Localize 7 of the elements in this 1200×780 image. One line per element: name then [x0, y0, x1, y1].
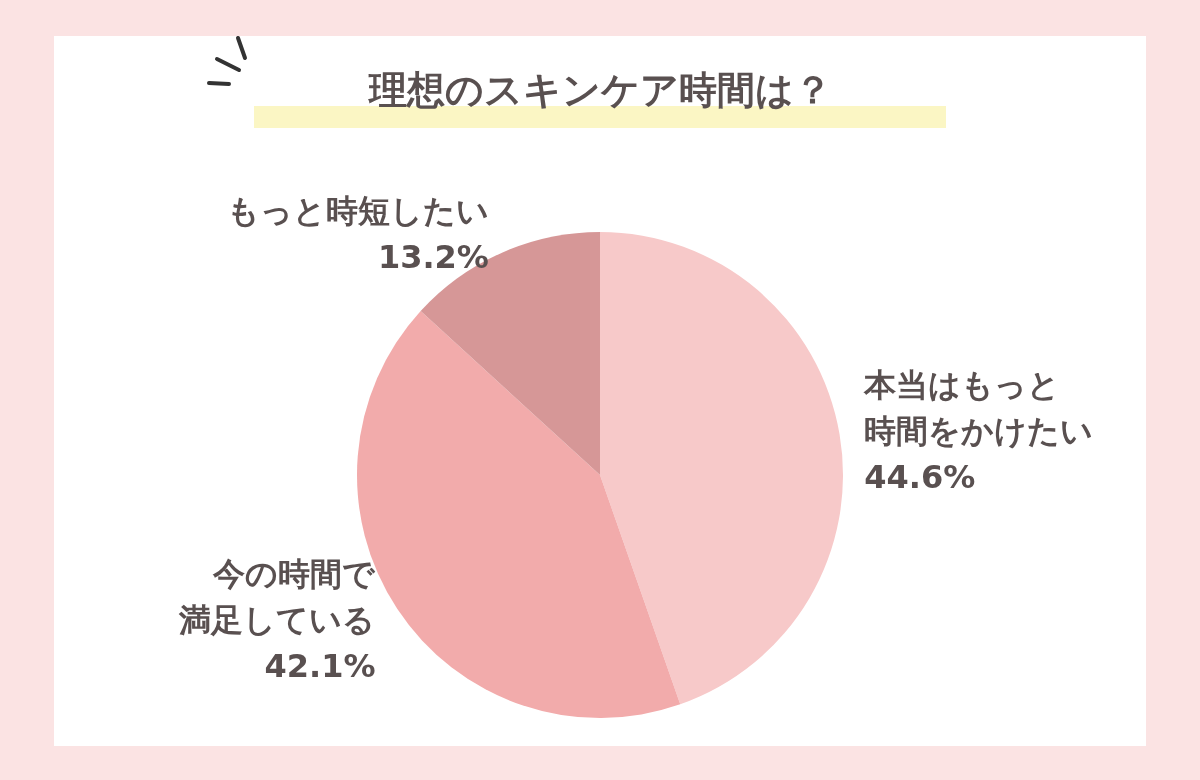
- data-label: 44.6%: [864, 457, 976, 496]
- slice-label: もっと時短したい: [226, 192, 489, 231]
- data-label: 42.1%: [264, 646, 376, 685]
- data-label: 13.2%: [377, 238, 489, 277]
- chart-title: 理想のスキンケア時間は？: [367, 68, 832, 112]
- slice-label: 本当はもっと時間をかけたい: [863, 365, 1094, 450]
- slice-label: 今の時間で満足している: [178, 554, 377, 639]
